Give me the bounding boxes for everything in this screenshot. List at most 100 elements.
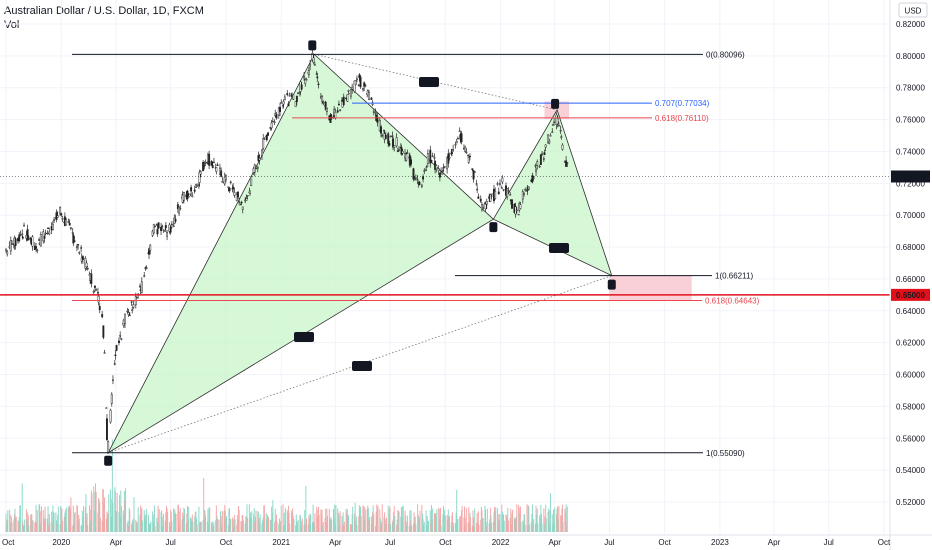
volume-bar [162, 513, 164, 532]
volume-bar [304, 509, 306, 532]
volume-bar [405, 521, 407, 532]
volume-bar [456, 519, 458, 532]
volume-bar [408, 525, 410, 532]
volume-bar [72, 505, 74, 532]
y-tick-label: 0.80000 [896, 52, 925, 61]
y-tick-label: 0.74000 [896, 147, 925, 156]
candle-body [203, 165, 206, 167]
candle-body [143, 275, 146, 277]
candle-body [202, 162, 205, 172]
candle-body [334, 112, 337, 119]
volume-bar [480, 519, 482, 532]
volume-bar [251, 511, 253, 532]
volume-bar [77, 506, 79, 532]
candle-body [500, 187, 503, 189]
volume-bar [411, 525, 413, 532]
volume-bar [318, 514, 320, 532]
volume-bar [478, 524, 480, 532]
volume-bar [377, 505, 379, 532]
candle-body [119, 334, 122, 337]
volume-bar [238, 506, 240, 532]
volume-bar [249, 517, 251, 532]
x-tick-label: Jul [166, 538, 176, 547]
volume-bar [509, 517, 511, 532]
candle-body [295, 95, 298, 102]
volume-bar [139, 514, 141, 532]
volume-bar [162, 516, 164, 532]
volume-bar [158, 508, 160, 532]
candle-body [485, 201, 488, 205]
volume-bar [132, 518, 134, 532]
volume-bar [133, 496, 135, 532]
volume-bar [442, 505, 444, 532]
volume-bar [57, 506, 59, 532]
candle-body [322, 101, 325, 104]
candle-body [261, 149, 263, 156]
volume-bar [283, 525, 285, 532]
volume-bar [34, 521, 36, 532]
volume-bar [27, 512, 29, 532]
volume-bar [147, 514, 149, 532]
volume-bar [484, 505, 486, 532]
volume-bar [448, 517, 450, 532]
volume-bar [376, 504, 378, 532]
volume-bar [64, 512, 66, 532]
volume-bar [494, 510, 496, 532]
volume-bar [512, 509, 514, 532]
candle-body [43, 236, 46, 239]
volume-bar [271, 513, 273, 532]
fib-level-label: 0.618(0.76110) [655, 114, 709, 123]
candle-body [350, 89, 352, 97]
volume-bar [140, 505, 142, 532]
candle-body [51, 223, 54, 230]
volume-bar [83, 506, 85, 532]
volume-bar [321, 514, 323, 532]
volume-bar [396, 519, 398, 532]
candle-body [190, 187, 193, 192]
volume-bar [102, 488, 104, 532]
y-tick-label: 0.62000 [896, 339, 925, 348]
volume-bar [405, 515, 407, 532]
volume-bar [469, 512, 471, 532]
volume-bar [220, 516, 222, 532]
volume-bar [150, 521, 152, 532]
x-tick-label: Oct [878, 538, 891, 547]
candle-body [140, 281, 143, 294]
volume-bar [145, 513, 147, 532]
volume-bar [327, 515, 329, 532]
ratio-label: 1.511 [549, 244, 569, 253]
candle-body [67, 221, 70, 223]
volume-bar [553, 523, 555, 532]
currency-button[interactable]: USD [898, 2, 928, 18]
volume-bar [409, 520, 411, 532]
candle-body [454, 143, 457, 146]
candle-body [245, 198, 248, 201]
candle-body [102, 325, 105, 338]
volume-bar [557, 506, 559, 532]
volume-bar [127, 520, 129, 532]
volume-bar [439, 507, 441, 532]
last-price-text: 0.72429 [896, 172, 925, 181]
point-label: D [609, 281, 615, 290]
candle-body [152, 224, 155, 234]
volume-bar [13, 514, 15, 532]
volume-bar [220, 511, 222, 532]
volume-bar [351, 525, 353, 532]
volume-bar [254, 516, 256, 532]
volume-bar [215, 505, 217, 532]
volume-bar [548, 510, 550, 532]
volume-bar [275, 514, 277, 532]
volume-bar [364, 509, 366, 532]
candle-body [538, 166, 541, 168]
volume-bar [325, 522, 327, 532]
volume-bar [221, 525, 223, 532]
candle-body [262, 138, 265, 149]
candle-body [21, 236, 24, 239]
last-price-badge [891, 170, 930, 183]
volume-bar [393, 506, 395, 532]
candle-body [155, 223, 158, 226]
volume-bar [259, 523, 261, 532]
volume-bar [61, 508, 63, 532]
candle-body [400, 147, 403, 155]
